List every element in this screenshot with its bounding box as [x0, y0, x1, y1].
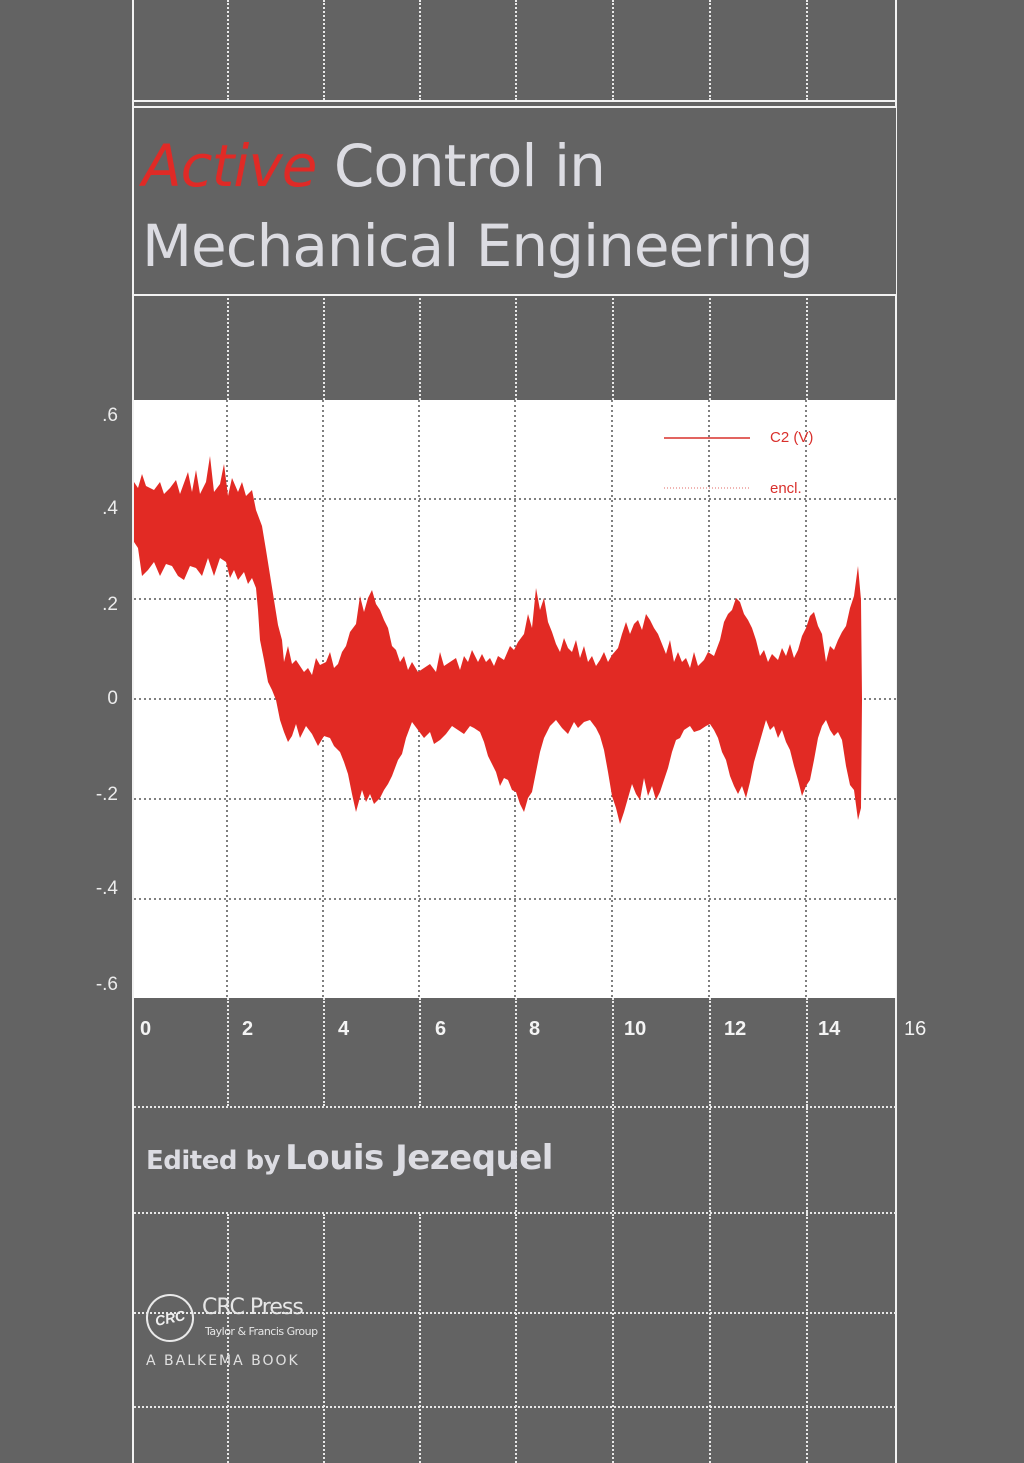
x-tick: 8 — [529, 1018, 541, 1040]
title-block: Active Control in Mechanical Engineering — [134, 106, 896, 296]
y-tick: -.2 — [95, 784, 118, 805]
x-tick: 14 — [818, 1018, 841, 1040]
title-accent-word: Active — [142, 132, 317, 200]
legend — [664, 437, 750, 489]
y-tick: 0 — [107, 688, 118, 709]
x-tick: 2 — [242, 1018, 254, 1040]
editor-credit: Edited by Louis Jezequel — [146, 1138, 553, 1178]
editor-name: Louis Jezequel — [285, 1138, 553, 1178]
imprint-label: A BALKEMA BOOK — [146, 1353, 300, 1369]
publisher-name: CRC Press — [202, 1295, 304, 1320]
y-tick: .2 — [102, 594, 118, 615]
title-line-1: Active Control in — [142, 132, 606, 200]
x-tick: 12 — [724, 1018, 747, 1040]
cover-frame — [132, 0, 897, 1463]
x-tick: 16 — [904, 1018, 927, 1040]
y-tick: .6 — [102, 405, 118, 426]
y-tick: -.4 — [95, 878, 118, 899]
publisher-group: Taylor & Francis Group — [205, 1325, 318, 1338]
top-divider — [134, 100, 896, 102]
x-tick: 6 — [435, 1018, 447, 1040]
title-line-2: Mechanical Engineering — [142, 212, 814, 280]
x-tick: 10 — [624, 1018, 647, 1040]
y-tick: -.6 — [95, 974, 118, 995]
waveform-chart: C2 (V) encl. — [134, 400, 896, 998]
y-tick: .4 — [102, 498, 118, 519]
signal-area — [134, 456, 862, 824]
x-tick: 4 — [338, 1018, 350, 1040]
edited-by-label: Edited by — [146, 1146, 281, 1176]
x-tick: 0 — [140, 1018, 152, 1040]
legend-label-c2: C2 (V) — [770, 429, 814, 446]
waveform-plot — [134, 400, 896, 998]
legend-label-encl: encl. — [770, 480, 802, 497]
title-rest: Control in — [316, 132, 606, 200]
